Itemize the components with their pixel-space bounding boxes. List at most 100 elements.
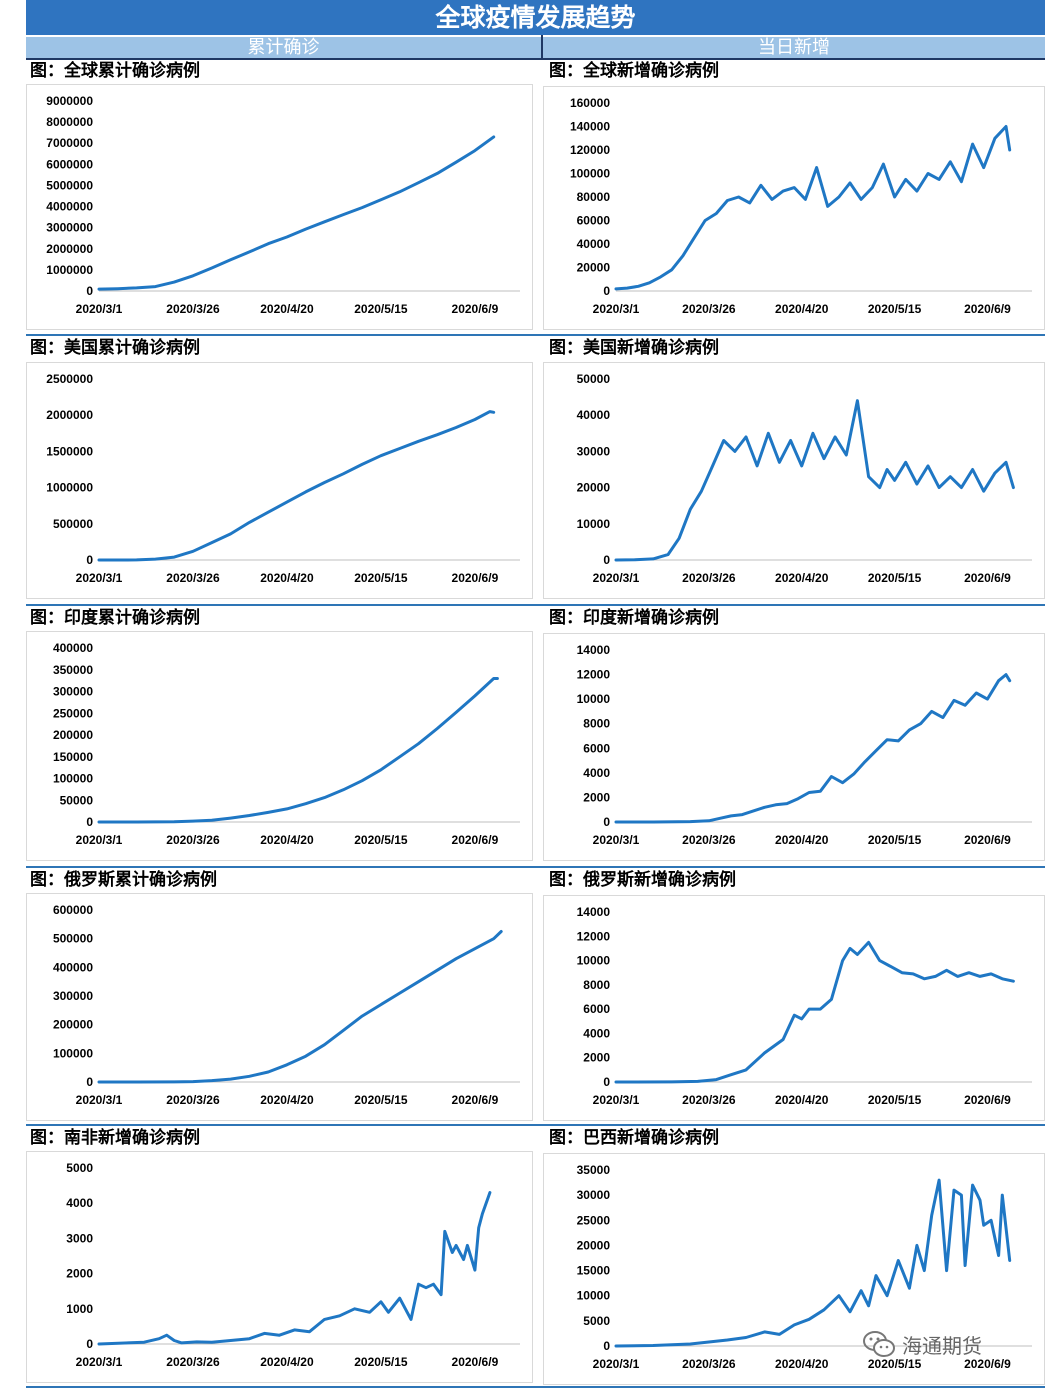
x-tick-label: 2020/4/20 — [260, 571, 314, 585]
y-tick-label: 2000000 — [46, 408, 93, 422]
chart-svg-south-africa-daily: 0 1000 2000 3000 4000 5000 2020/3/1 2020/3/26 20… — [66, 1161, 520, 1369]
y-tick-label: 4000 — [583, 766, 610, 780]
x-tick-label: 2020/6/9 — [964, 833, 1011, 847]
chart-panel-brazil-daily: 0 5000 10000 15000 20000 25000 30000 35000 2020/… — [543, 1153, 1045, 1385]
series-line — [614, 940, 1015, 1084]
y-tick-label: 120000 — [570, 143, 610, 157]
x-tick-label: 2020/5/15 — [868, 1357, 922, 1371]
series-line — [614, 673, 1012, 824]
y-tick-label: 0 — [86, 1337, 93, 1351]
chart-panel-south-africa-daily: 0 1000 2000 3000 4000 5000 2020/3/1 2020/3/26 20… — [26, 1151, 533, 1383]
x-tick-label: 2020/3/1 — [76, 1355, 123, 1369]
chart-svg-india-daily: 0 2000 4000 6000 8000 10000 12000 14000 2020/3/1… — [577, 643, 1032, 847]
y-tick-label: 1000 — [66, 1302, 93, 1316]
chart-svg-russia-cumulative: 0 100000 200000 300000 400000 500000 600000 202… — [53, 903, 520, 1107]
y-tick-label: 2000000 — [46, 242, 93, 256]
series-line — [97, 930, 503, 1084]
y-tick-label: 10000 — [577, 692, 611, 706]
y-tick-label: 200000 — [53, 728, 93, 742]
y-tick-label: 30000 — [577, 1188, 611, 1202]
chart-title-us-daily: 图：美国新增确诊病例 — [549, 338, 719, 358]
x-tick-label: 2020/6/9 — [452, 571, 499, 585]
y-tick-label: 300000 — [53, 685, 93, 699]
x-tick-label: 2020/3/26 — [166, 302, 220, 316]
x-tick-label: 2020/5/15 — [354, 571, 408, 585]
y-tick-label: 14000 — [577, 905, 611, 919]
x-tick-label: 2020/3/1 — [593, 571, 640, 585]
chart-svg-us-cumulative: 0 500000 1000000 1500000 2000000 2500000 2020/… — [46, 372, 520, 585]
series-line — [614, 125, 1012, 291]
y-tick-label: 8000000 — [46, 115, 93, 129]
y-tick-label: 14000 — [577, 643, 611, 657]
y-tick-label: 5000 — [66, 1161, 93, 1175]
row-divider — [26, 334, 1045, 336]
watermark-text: 海通期货 — [902, 1333, 982, 1358]
x-tick-label: 2020/4/20 — [775, 833, 829, 847]
x-tick-label: 2020/5/15 — [354, 302, 408, 316]
y-tick-label: 0 — [86, 284, 93, 298]
y-tick-label: 100000 — [53, 1046, 93, 1060]
chart-svg-us-daily: 0 10000 20000 30000 40000 50000 2020/3/1 2020/3… — [577, 372, 1032, 585]
y-tick-label: 20000 — [577, 261, 611, 275]
y-tick-label: 400000 — [53, 641, 93, 655]
y-tick-label: 6000 — [583, 1002, 610, 1016]
x-tick-label: 2020/6/9 — [452, 302, 499, 316]
x-tick-label: 2020/6/9 — [452, 833, 499, 847]
series-line — [97, 677, 499, 824]
x-tick-label: 2020/3/1 — [76, 571, 123, 585]
y-tick-label: 0 — [86, 553, 93, 567]
y-tick-label: 6000000 — [46, 157, 93, 171]
y-tick-label: 0 — [603, 553, 610, 567]
column-header-daily: 当日新增 — [543, 37, 1045, 60]
y-tick-label: 350000 — [53, 663, 93, 677]
y-tick-label: 20000 — [577, 481, 611, 495]
x-tick-label: 2020/5/15 — [354, 1093, 408, 1107]
series-line — [614, 399, 1015, 562]
x-tick-label: 2020/4/20 — [775, 1093, 829, 1107]
y-tick-label: 4000000 — [46, 200, 93, 214]
y-tick-label: 80000 — [577, 190, 611, 204]
chart-panel-russia-cumulative: 0 100000 200000 300000 400000 500000 600000 202… — [26, 893, 533, 1121]
chart-panel-india-daily: 0 2000 4000 6000 8000 10000 12000 14000 2020/3/1… — [543, 633, 1045, 861]
row-divider — [26, 604, 1045, 606]
y-tick-label: 8000 — [583, 978, 610, 992]
chart-title-russia-cumulative: 图：俄罗斯累计确诊病例 — [30, 870, 217, 890]
x-tick-label: 2020/3/26 — [682, 571, 736, 585]
y-tick-label: 2000 — [583, 1051, 610, 1065]
x-tick-label: 2020/3/26 — [682, 1093, 736, 1107]
chart-svg-india-cumulative: 0 50000 100000 150000 200000 250000 300000 3500… — [53, 641, 520, 847]
column-header-cumulative: 累计确诊 — [26, 37, 541, 60]
x-tick-label: 2020/3/26 — [682, 302, 736, 316]
y-tick-label: 30000 — [577, 444, 611, 458]
y-tick-label: 2000 — [66, 1267, 93, 1281]
y-tick-label: 500000 — [53, 932, 93, 946]
x-tick-label: 2020/3/1 — [593, 302, 640, 316]
y-tick-label: 140000 — [570, 120, 610, 134]
x-tick-label: 2020/3/1 — [76, 302, 123, 316]
y-tick-label: 150000 — [53, 750, 93, 764]
x-tick-label: 2020/4/20 — [260, 302, 314, 316]
chart-panel-us-daily: 0 10000 20000 30000 40000 50000 2020/3/1 2020/3… — [543, 362, 1045, 599]
y-tick-label: 0 — [603, 284, 610, 298]
x-tick-label: 2020/5/15 — [868, 571, 922, 585]
x-tick-label: 2020/5/15 — [354, 833, 408, 847]
y-tick-label: 3000 — [66, 1231, 93, 1245]
y-tick-label: 12000 — [577, 929, 611, 943]
x-tick-label: 2020/5/15 — [868, 1093, 922, 1107]
y-tick-label: 10000 — [577, 517, 611, 531]
y-tick-label: 300000 — [53, 989, 93, 1003]
y-tick-label: 500000 — [53, 517, 93, 531]
series-line — [97, 410, 496, 562]
y-tick-label: 6000 — [583, 741, 610, 755]
x-tick-label: 2020/4/20 — [775, 571, 829, 585]
y-tick-label: 20000 — [577, 1238, 611, 1252]
y-tick-label: 1500000 — [46, 444, 93, 458]
y-tick-label: 2000 — [583, 790, 610, 804]
y-tick-label: 200000 — [53, 1018, 93, 1032]
y-tick-label: 160000 — [570, 96, 610, 110]
y-tick-label: 7000000 — [46, 136, 93, 150]
x-tick-label: 2020/3/26 — [682, 833, 736, 847]
wechat-icon — [863, 1331, 895, 1357]
x-tick-label: 2020/4/20 — [260, 833, 314, 847]
y-tick-label: 15000 — [577, 1264, 611, 1278]
